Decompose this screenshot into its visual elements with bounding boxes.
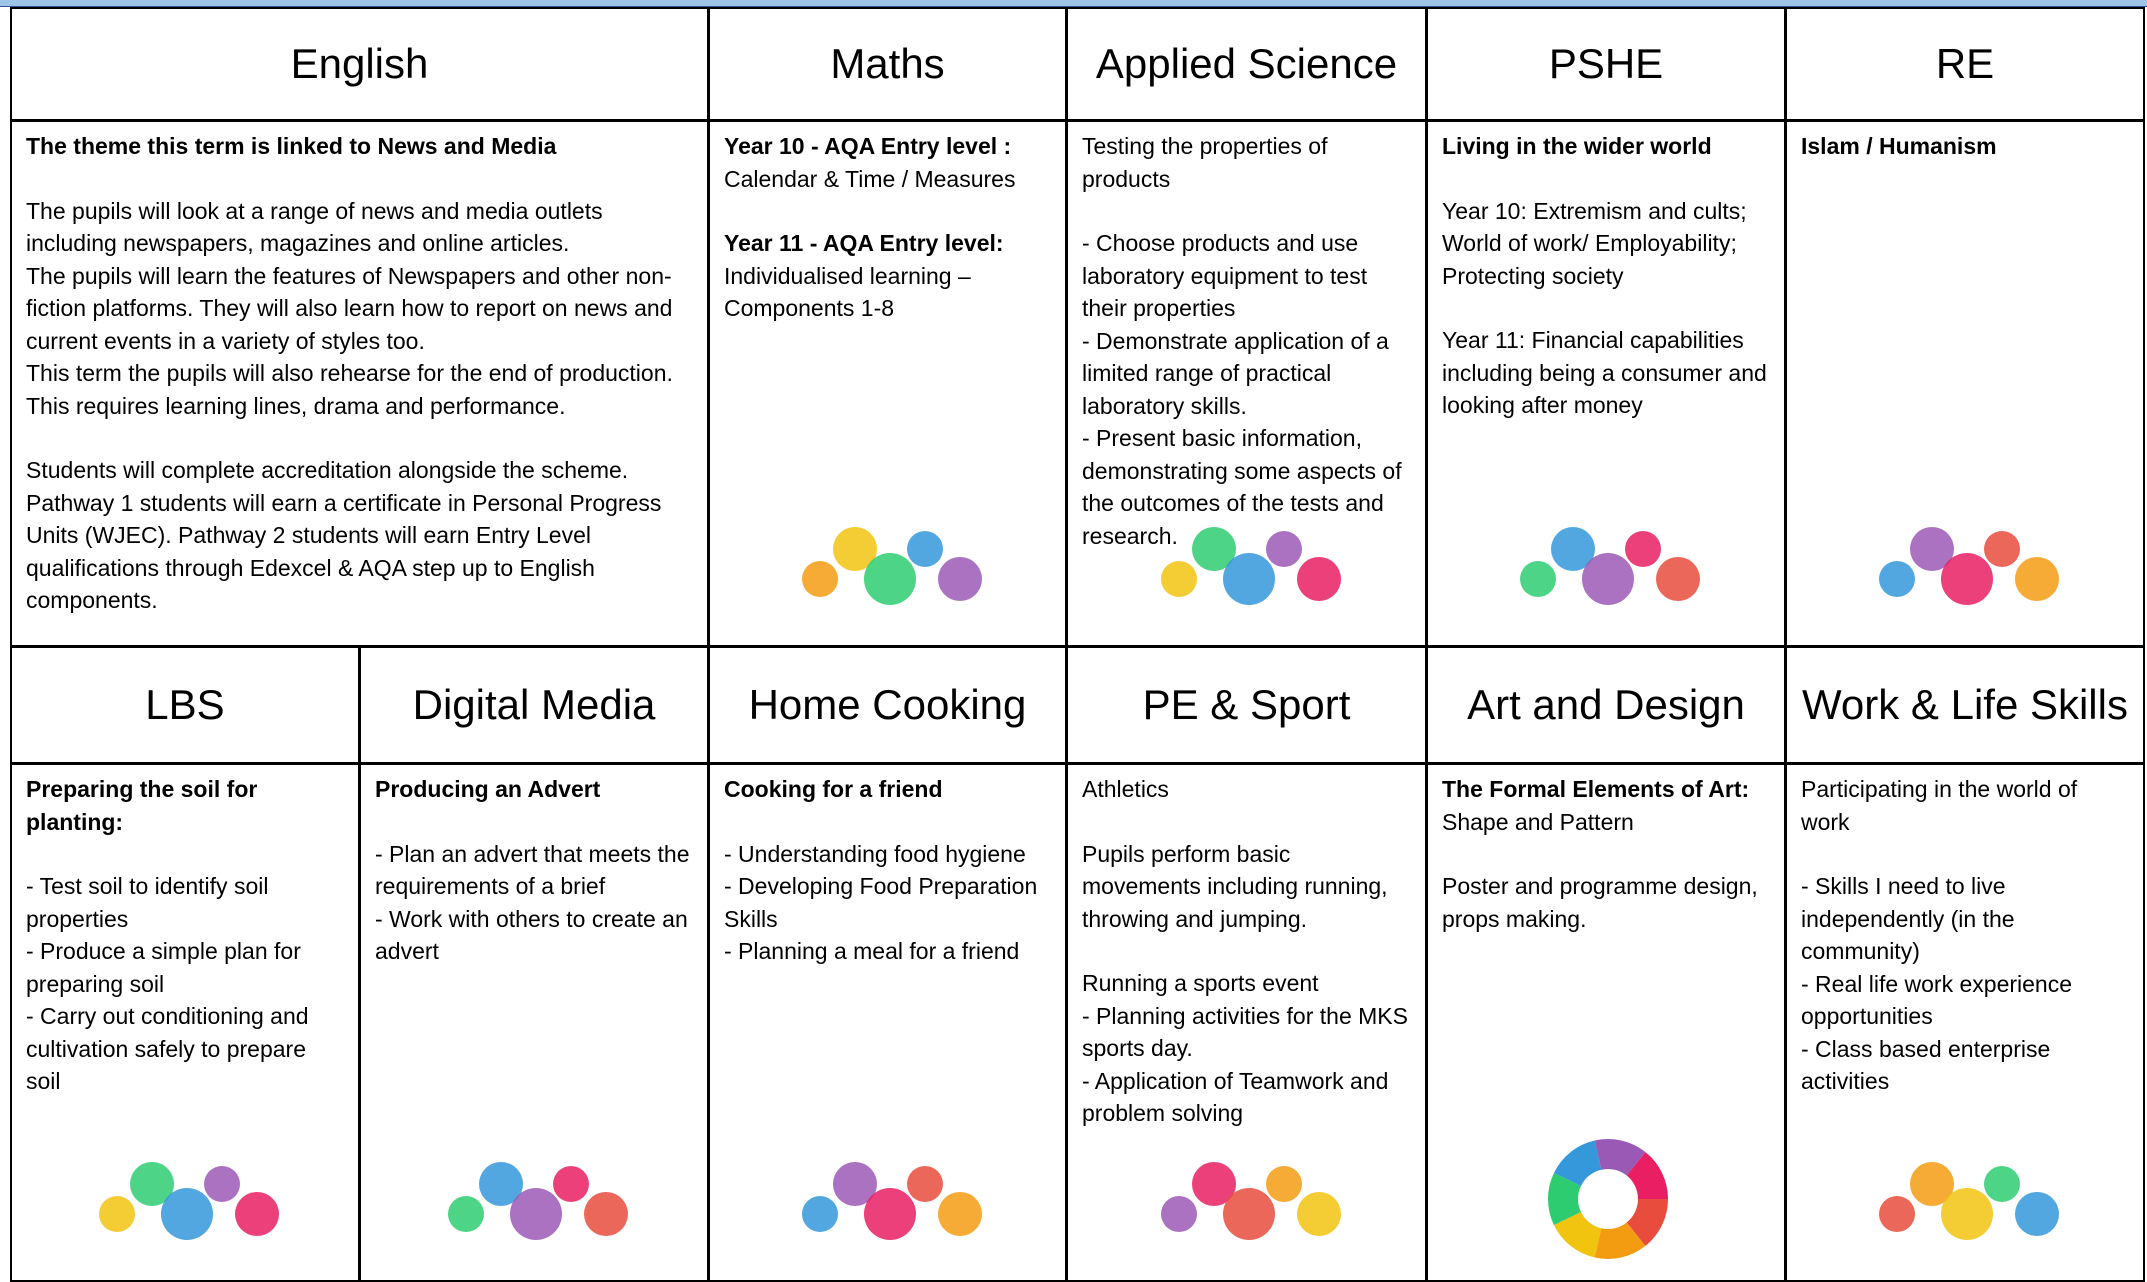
subject-heading: PE & Sport [1066, 646, 1427, 764]
subject-content: The Formal Elements of Art: Shape and Pa… [1426, 763, 1786, 1282]
illustration [1548, 1139, 1668, 1259]
subject-heading: Maths [708, 7, 1067, 121]
text-line: - Choose products and use laboratory equ… [1082, 230, 1368, 321]
subject-heading: PSHE [1426, 7, 1786, 121]
text-line: The pupils will learn the features of Ne… [26, 262, 673, 354]
subject-heading: RE [1785, 7, 2145, 121]
text-line: - Test soil to identify soil properties [26, 873, 269, 932]
bold-text: The Formal Elements of Art: [1442, 776, 1750, 802]
text-line: - Work with others to create an advert [375, 905, 688, 965]
text: Shape and Pattern [1442, 808, 1634, 835]
illustration [801, 1162, 982, 1240]
text-line: - Present basic information, demonstrati… [1082, 425, 1402, 549]
text-line: This term the pupils will also rehearse … [26, 360, 673, 419]
paragraph: - Understanding food hygiene - Developing… [724, 838, 1051, 968]
text-line: Calendar & Time / Measures [724, 165, 1016, 192]
text-line: - Understanding food hygiene [724, 840, 1026, 867]
paragraph: Islam / Humanism [1801, 130, 2129, 163]
subject-heading: Work & Life Skills [1785, 646, 2145, 764]
text-line: Pupils perform basic movements including… [1082, 840, 1388, 932]
subject-content: Participating in the world of work - Skil… [1785, 763, 2145, 1282]
text-line: - Developing Food Preparation Skills [724, 873, 1038, 932]
subject-heading: English [10, 7, 709, 121]
subject-content: The theme this term is linked to News an… [10, 120, 709, 647]
paragraph: Producing an Advert [375, 773, 693, 806]
subject-content: Cooking for a friend - Understanding food… [708, 763, 1067, 1282]
bold-text: Year 10 - AQA Entry level : [724, 133, 1012, 159]
text: Testing the properties of products [1082, 133, 1328, 192]
paragraph: Year 11 - AQA Entry level: Individualised… [724, 227, 1051, 325]
subject-heading: Home Cooking [708, 646, 1067, 764]
text-line: - Carry out conditioning and cultivation… [26, 1003, 309, 1094]
illustration [1879, 1162, 2059, 1240]
paragraph: - Skills I need to live independently (i… [1801, 870, 2129, 1098]
subject-heading: Applied Science [1066, 7, 1427, 121]
paragraph: Poster and programme design, props makin… [1442, 870, 1770, 935]
subject-content: Living in the wider world Year 10: Extrem… [1426, 120, 1786, 647]
bold-text: Year 11 - AQA Entry level: [724, 230, 1004, 256]
paragraph: The Formal Elements of Art: Shape and Pa… [1442, 773, 1770, 838]
paragraph: Year 10 - AQA Entry level : Calendar & Ti… [724, 130, 1051, 195]
text: Participating in the world of work [1801, 776, 2078, 835]
illustration [448, 1162, 628, 1240]
text-line: Individualised learning – Components 1-8 [724, 262, 971, 322]
text-line: - Application of Teamwork and problem so… [1082, 1067, 1389, 1127]
text-line: - Class based enterprise activities [1801, 1035, 2051, 1095]
text-line: Students will complete accreditation alo… [26, 457, 662, 613]
subject-heading: Art and Design [1426, 646, 1786, 764]
illustration [1879, 527, 2059, 605]
text-line: Poster and programme design, props makin… [1442, 873, 1758, 932]
illustration [1160, 527, 1341, 605]
subject-heading: LBS [10, 646, 360, 764]
paragraph: Testing the properties of products [1082, 130, 1411, 195]
paragraph: - Plan an advert that meets the requirem… [375, 838, 693, 968]
subject-content: Preparing the soil for planting: - Test s… [10, 763, 360, 1282]
bold-text: Producing an Advert [375, 776, 601, 802]
text-line: - Real life work experience opportunitie… [1801, 970, 2073, 1030]
text-line: - Planning activities for the MKS sports… [1082, 1002, 1408, 1062]
text-line: The pupils will look at a range of news … [26, 197, 603, 257]
bold-text: Preparing the soil for planting: [26, 776, 258, 835]
subject-content: Athletics Pupils perform basic movements … [1066, 763, 1427, 1282]
text-line: - Plan an advert that meets the requirem… [375, 840, 690, 900]
bold-text: Cooking for a friend [724, 776, 943, 802]
paragraph: Preparing the soil for planting: [26, 773, 344, 838]
subject-content: Islam / Humanism [1785, 120, 2145, 647]
text: Athletics [1082, 776, 1169, 802]
text-line: Year 11: Financial capabilities includin… [1442, 327, 1767, 418]
text-line: Year 10: Extremism and cults; World of w… [1442, 197, 1747, 289]
subject-heading: Digital Media [359, 646, 709, 764]
illustration [1160, 1162, 1341, 1240]
paragraph: Athletics [1082, 773, 1411, 806]
text-line: Running a sports event [1082, 970, 1319, 996]
paragraph: Year 10: Extremism and cults; World of w… [1442, 195, 1770, 293]
subject-content: Testing the properties of products - Choo… [1066, 120, 1427, 647]
paragraph: Pupils perform basic movements including… [1082, 838, 1411, 936]
paragraph: The pupils will look at a range of news … [26, 195, 693, 423]
text-line: - Produce a simple plan for preparing so… [26, 938, 301, 997]
text-line: - Demonstrate application of a limited r… [1082, 327, 1389, 419]
illustration [801, 527, 982, 605]
paragraph: - Test soil to identify soil properties -… [26, 870, 344, 1098]
bold-text: Islam / Humanism [1801, 133, 1997, 159]
illustration [99, 1162, 279, 1240]
paragraph: Living in the wider world [1442, 130, 1770, 163]
bold-text: The theme this term is linked to News an… [26, 133, 557, 159]
paragraph: Participating in the world of work [1801, 773, 2129, 838]
paragraph: Running a sports event - Planning activit… [1082, 967, 1411, 1130]
paragraph: The theme this term is linked to News an… [26, 130, 693, 163]
bold-text: Living in the wider world [1442, 133, 1712, 159]
illustration [1520, 527, 1700, 605]
text-line: - Planning a meal for a friend [724, 938, 1020, 964]
paragraph: - Choose products and use laboratory equ… [1082, 227, 1411, 552]
text-line: - Skills I need to live independently (i… [1801, 873, 2015, 964]
subject-content: Producing an Advert - Plan an advert that… [359, 763, 709, 1282]
paragraph: Students will complete accreditation alo… [26, 454, 693, 617]
top-bar [0, 0, 2147, 7]
paragraph: Cooking for a friend [724, 773, 1051, 806]
paragraph: Year 11: Financial capabilities includin… [1442, 324, 1770, 422]
subject-content: Year 10 - AQA Entry level : Calendar & Ti… [708, 120, 1067, 647]
